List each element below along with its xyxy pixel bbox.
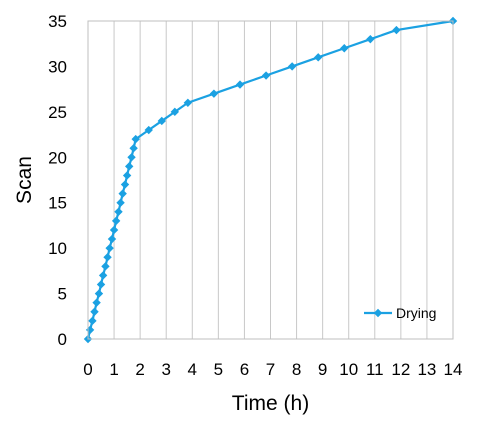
y-axis-title: Scan xyxy=(13,156,36,204)
data-point xyxy=(114,207,123,216)
y-tick-label: 10 xyxy=(48,239,67,258)
data-point xyxy=(85,325,95,335)
data-point xyxy=(261,71,271,80)
y-tick-label: 0 xyxy=(58,330,67,349)
y-tick-label: 35 xyxy=(48,12,67,31)
series-drying xyxy=(83,16,458,344)
x-axis-title: Time (h) xyxy=(232,392,309,415)
data-point xyxy=(105,243,114,253)
data-point xyxy=(209,89,219,98)
x-tick-label: 13 xyxy=(417,360,436,379)
data-point xyxy=(131,134,140,144)
x-tick-label: 1 xyxy=(109,360,118,379)
data-point xyxy=(88,316,97,326)
data-point xyxy=(118,189,127,198)
data-point xyxy=(107,234,117,244)
x-tick-label: 14 xyxy=(444,360,463,379)
data-point xyxy=(96,280,106,289)
x-tick-label: 7 xyxy=(266,360,275,379)
data-point xyxy=(129,144,138,153)
data-point xyxy=(235,80,245,89)
y-tick-label: 30 xyxy=(48,57,67,76)
data-point xyxy=(127,153,136,162)
x-tick-label: 8 xyxy=(292,360,301,379)
legend-label-drying: Drying xyxy=(396,305,436,321)
x-tick-label: 4 xyxy=(188,360,197,379)
data-point xyxy=(116,198,125,207)
x-tick-label: 0 xyxy=(83,360,92,379)
data-point xyxy=(144,125,153,135)
data-point xyxy=(98,271,108,280)
data-point xyxy=(392,25,401,35)
x-tick-label: 2 xyxy=(135,360,144,379)
x-tick-label: 12 xyxy=(391,360,410,379)
plot-frame xyxy=(87,20,454,340)
y-tick-label: 25 xyxy=(48,103,67,122)
data-point xyxy=(90,307,99,316)
x-tick-label: 5 xyxy=(214,360,223,379)
x-tick-label: 3 xyxy=(161,360,170,379)
data-point xyxy=(340,44,349,53)
x-tick-label: 11 xyxy=(366,360,384,379)
data-point xyxy=(101,262,110,271)
data-point xyxy=(111,216,121,226)
data-point xyxy=(94,289,104,298)
data-point xyxy=(109,225,119,235)
data-point xyxy=(314,53,323,62)
data-point xyxy=(183,98,193,107)
data-point xyxy=(122,171,132,180)
x-tick-label: 9 xyxy=(318,360,327,379)
grid-lines xyxy=(113,21,428,339)
data-point xyxy=(103,253,112,262)
data-point xyxy=(287,62,297,71)
y-tick-label: 15 xyxy=(48,194,67,213)
legend: Drying xyxy=(364,305,436,321)
x-axis-ticks: 0 1 2 3 4 5 6 7 8 9 10 11 12 13 14 xyxy=(83,360,462,379)
x-tick-label: 10 xyxy=(339,360,358,379)
data-point xyxy=(120,180,130,189)
data-point xyxy=(124,162,134,171)
legend-marker-diamond xyxy=(373,308,383,318)
y-tick-label: 5 xyxy=(58,285,67,304)
data-point xyxy=(366,34,375,44)
data-point xyxy=(157,116,166,126)
y-axis-ticks: 0 5 10 15 20 25 30 35 xyxy=(48,12,67,349)
data-point xyxy=(92,298,101,307)
data-point xyxy=(170,107,180,117)
x-tick-label: 6 xyxy=(240,360,249,379)
y-tick-label: 20 xyxy=(48,148,67,167)
